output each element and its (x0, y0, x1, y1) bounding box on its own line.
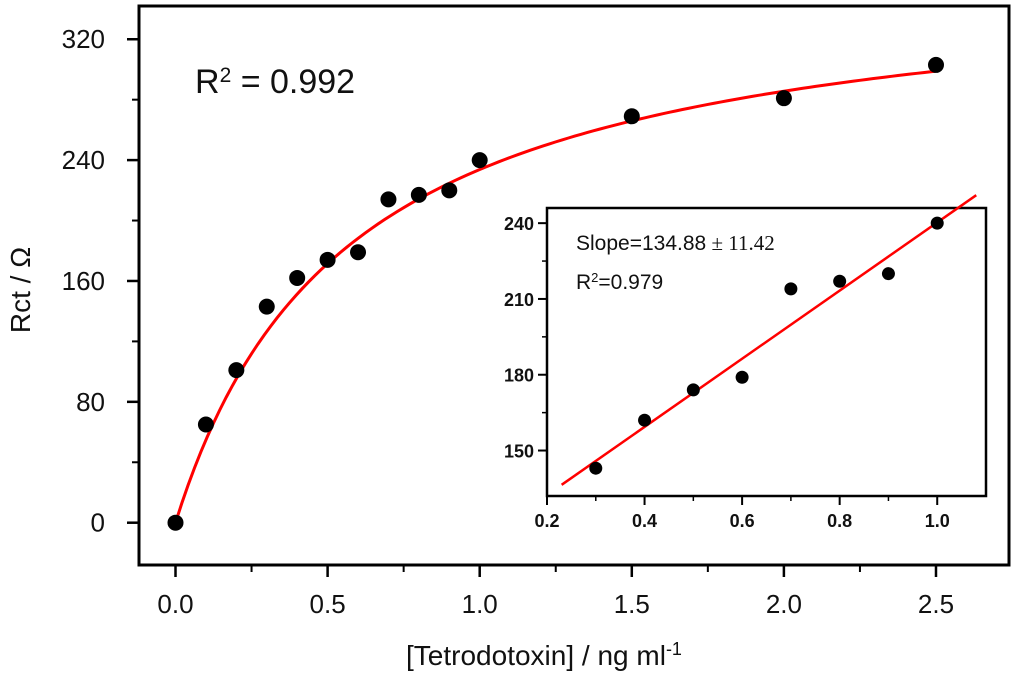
main-data-point (197, 416, 214, 433)
inset-slope-label: Slope=134.88 (576, 232, 706, 255)
inset-data-point (930, 216, 944, 230)
inset-data-point (881, 267, 895, 281)
main-data-point (350, 244, 367, 261)
y-tick-label: 320 (62, 24, 105, 54)
main-fit-curve (174, 69, 937, 524)
inset-x-tick-label: 0.6 (730, 511, 755, 531)
inset-fit-line (560, 194, 977, 486)
inset-x-tick-label: 1.0 (925, 511, 950, 531)
y-tick-label: 240 (62, 145, 105, 175)
y-axis-label: Rct / Ω (5, 247, 36, 333)
inset-r2-value: =0.979 (598, 271, 663, 294)
inset-y-tick-label: 210 (504, 290, 534, 310)
x-tick-label: 0.0 (157, 589, 193, 619)
main-data-point (471, 152, 488, 169)
y-tick-label: 160 (62, 266, 105, 296)
x-tick-label: 2.0 (766, 589, 802, 619)
inset-plot: 0.2 0.4 0.6 0.8 1.0 150 180 210 240 Slope=134.88… (504, 194, 988, 531)
inset-data-point (686, 383, 700, 397)
x-axis-label-base: [Tetrodotoxin] / ng ml (406, 640, 666, 671)
main-data-point (623, 108, 640, 125)
inset-r2-sup: 2 (591, 270, 598, 285)
x-tick-label: 1.5 (614, 589, 650, 619)
inset-data-point (833, 274, 847, 288)
inset-r2-base: R (576, 271, 591, 294)
inset-slope-error: ± 11.42 (706, 231, 775, 255)
x-tick-label: 1.0 (462, 589, 498, 619)
main-data-point (441, 182, 458, 199)
main-r2-annotation: R2 = 0.992 (195, 63, 355, 101)
main-plot-frame (137, 4, 1011, 567)
main-r2-sup: 2 (220, 64, 232, 87)
inset-r2-annotation: R2=0.979 (576, 270, 663, 295)
x-axis-label: [Tetrodotoxin] / ng ml-1 (406, 639, 682, 671)
inset-slope-annotation: Slope=134.88 ± 11.42 (576, 231, 775, 255)
x-axis-label-sup: -1 (666, 639, 682, 659)
main-data-point (410, 186, 427, 203)
inset-data-point (784, 282, 798, 296)
main-data-point (319, 251, 336, 268)
inset-points (589, 216, 944, 475)
main-points (167, 56, 944, 531)
inset-x-tick-label: 0.2 (534, 511, 559, 531)
x-tick-label: 2.5 (918, 589, 954, 619)
main-data-point (289, 269, 306, 286)
inset-data-point (638, 413, 652, 427)
main-r2-base: R (195, 63, 220, 101)
main-data-point (775, 90, 792, 107)
main-data-point (927, 56, 944, 73)
inset-plot-frame (545, 206, 988, 498)
main-r2-value: = 0.992 (231, 63, 355, 101)
inset-y-tick-label: 240 (504, 214, 534, 234)
main-ticks: 0.0 0.5 1.0 1.5 2.0 2.5 0 80 160 240 320 (62, 24, 954, 619)
main-data-point (167, 514, 184, 531)
y-tick-label: 80 (76, 387, 105, 417)
inset-x-tick-label: 0.8 (827, 511, 852, 531)
inset-ticks: 0.2 0.4 0.6 0.8 1.0 150 180 210 240 (504, 214, 950, 531)
inset-data-point (735, 370, 749, 384)
main-data-point (258, 298, 275, 315)
x-tick-label: 0.5 (310, 589, 346, 619)
inset-y-tick-label: 150 (504, 442, 534, 462)
y-tick-label: 0 (91, 508, 105, 538)
inset-y-tick-label: 180 (504, 366, 534, 386)
inset-data-point (589, 461, 603, 475)
main-data-point (228, 362, 245, 379)
main-data-point (380, 191, 397, 208)
inset-x-tick-label: 0.4 (632, 511, 657, 531)
main-plot: 0.0 0.5 1.0 1.5 2.0 2.5 0 80 160 240 320 Rct / Ω [… (5, 4, 1011, 671)
